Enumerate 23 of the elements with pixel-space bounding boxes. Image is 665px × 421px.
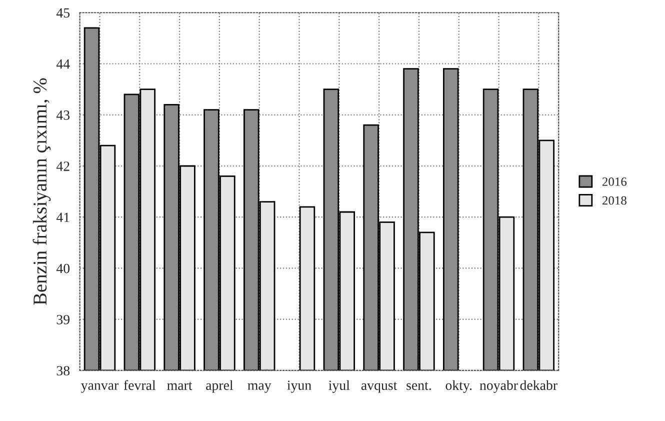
x-tick-label: yanvar [81,383,119,393]
x-tick-label: sent. [406,382,431,390]
y-axis-title: Benzin fraksiyanın çıxımı, % [32,78,51,305]
x-tick-label: may [248,383,272,393]
y-tick-label: 41 [56,212,70,222]
x-tick-label: noyabr [480,380,518,393]
x-tick-label: dekabr [520,380,558,390]
y-tick-label: 44 [56,59,70,69]
y-tick-label: 39 [56,314,70,324]
y-tick-label: 40 [56,264,70,274]
x-tick-label: iyul [328,380,350,393]
x-tick-label: fevral [124,380,156,390]
y-tick-label: 38 [56,366,70,376]
legend-label: 2016 [602,177,627,186]
x-tick-label: okty. [446,380,472,393]
legend-label: 2018 [602,196,626,205]
y-tick-label: 45 [56,8,70,18]
x-tick-label: mart [167,382,192,390]
y-tick-label: 42 [56,162,70,171]
x-tick-label: iyun [287,380,312,393]
x-tick-label: avqust [361,382,398,393]
y-tick-label: 43 [56,110,70,120]
x-tick-label: aprel [206,380,234,393]
